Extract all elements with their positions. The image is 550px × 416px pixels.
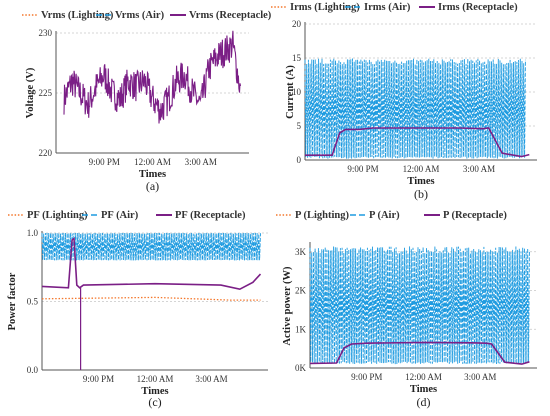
legend-entry: Irms (Air)	[364, 2, 411, 13]
x-axis-title: Times	[141, 386, 168, 397]
x-tick-label: 9:00 PM	[351, 372, 382, 382]
y-tick-label: 2K	[295, 286, 307, 296]
chart-panel-b: 0 5 10 15 20 9:00 PM 12:00 AM 3:00 AM Times Curre…	[285, 19, 537, 201]
legend-entry: Irms (Receptacle)	[438, 2, 518, 13]
y-axis-title: Power factor	[7, 272, 18, 330]
y-tick-label: 1.0	[27, 228, 39, 238]
y-tick-label: 0.0	[27, 365, 39, 375]
y-axis-title: Current (A)	[285, 65, 296, 119]
legend-entry: P (Air)	[369, 210, 400, 221]
y-tick-label: 0.5	[27, 297, 39, 307]
y-axis-title: Voltage (V)	[25, 67, 36, 118]
x-tick-label: 3:00 AM	[195, 374, 227, 384]
x-tick-label: 12:00 AM	[403, 164, 440, 174]
series-line-air	[304, 58, 526, 159]
x-axis-title: Times	[139, 169, 166, 180]
x-tick-label: 12:00 AM	[405, 372, 442, 382]
y-tick-label: 10	[292, 87, 302, 97]
series-line-air	[41, 232, 261, 261]
y-tick-label: 5	[297, 121, 302, 131]
y-tick-label: 0	[297, 155, 302, 165]
x-tick-label: 3:00 AM	[185, 157, 217, 167]
legend-entry: PF (Lighting)	[27, 210, 88, 221]
x-tick-label: 12:00 AM	[137, 374, 174, 384]
legend-entry: P (Receptacle)	[443, 210, 507, 221]
series-line-lighting	[41, 296, 261, 301]
chart-panel-c: 0.0 0.5 1.0 9:00 PM 12:00 AM 3:00 AM Times Powe…	[7, 228, 268, 409]
x-tick-label: 9:00 PM	[83, 374, 114, 384]
x-tick-label: 3:00 AM	[464, 372, 496, 382]
x-tick-label: 3:00 AM	[463, 164, 495, 174]
chart-panel-d: 0K 1K 2K 3K 9:00 PM 12:00 AM 3:00 AM Times Activ…	[282, 242, 537, 409]
y-tick-label: 3K	[295, 247, 307, 257]
y-tick-label: 220	[39, 148, 53, 158]
series-line-receptacle	[41, 237, 262, 291]
chart-panel-a: 220 225 230 9:00 PM 12:00 AM 3:00 AM Times Volt…	[25, 28, 249, 193]
legend-entry: Vrms (Receptacle)	[189, 10, 272, 21]
series-line-receptacle	[63, 30, 242, 124]
panel-label: (a)	[146, 179, 159, 193]
series-line-air	[309, 246, 530, 365]
y-tick-label: 20	[292, 19, 302, 29]
legend-entry: P (Lighting)	[295, 210, 349, 221]
y-tick-label: 0K	[295, 363, 307, 373]
x-tick-label: 9:00 PM	[89, 157, 120, 167]
y-tick-label: 15	[292, 53, 302, 63]
y-tick-label: 1K	[295, 324, 307, 334]
series-line-receptacle	[305, 127, 530, 158]
legend-entry: Vrms (Air)	[115, 10, 165, 21]
legend-entry: Irms (Lighting)	[290, 2, 360, 13]
legend-entry: Vrms (Lighting)	[41, 10, 114, 21]
panel-label: (c)	[148, 395, 161, 409]
panel-label: (b)	[414, 187, 428, 201]
legend-entry: PF (Air)	[101, 210, 139, 221]
x-tick-label: 9:00 PM	[347, 164, 378, 174]
y-tick-label: 230	[39, 28, 53, 38]
x-axis-title: Times	[410, 384, 437, 395]
x-tick-label: 12:00 AM	[134, 157, 171, 167]
series-line-receptacle	[309, 341, 530, 365]
panel-label: (d)	[417, 395, 431, 409]
y-tick-label: 225	[39, 88, 53, 98]
x-axis-title: Times	[407, 176, 434, 187]
legend-entry: PF (Receptacle)	[175, 210, 246, 221]
y-axis-title: Active power (W)	[282, 266, 293, 346]
